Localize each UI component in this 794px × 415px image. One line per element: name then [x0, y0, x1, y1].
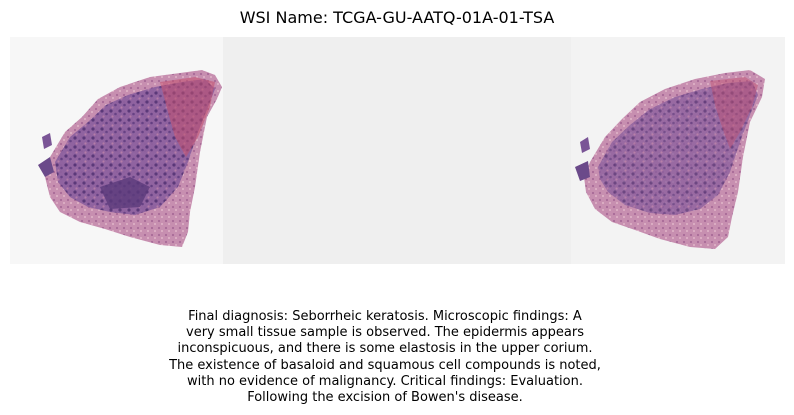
report-line: inconspicuous, and there is some elastos… — [177, 341, 593, 357]
diagnosis-report: Final diagnosis: Seborrheic keratosis. M… — [120, 309, 650, 406]
slide-thumbnail-strip — [10, 37, 785, 264]
report-line: Following the excision of Bowen's diseas… — [247, 390, 523, 406]
slide-image-panel — [10, 37, 785, 264]
wsi-title: WSI Name: TCGA-GU-AATQ-01A-01-TSA — [239, 8, 555, 27]
report-line: with no evidence of malignancy. Critical… — [187, 373, 583, 389]
tissue-section-right — [575, 70, 765, 249]
report-line: Final diagnosis: Seborrheic keratosis. M… — [188, 309, 582, 324]
tissue-section-left — [38, 70, 222, 247]
report-line: very small tissue sample is observed. Th… — [186, 325, 584, 341]
report-line: The existence of basaloid and squamous c… — [169, 357, 601, 373]
